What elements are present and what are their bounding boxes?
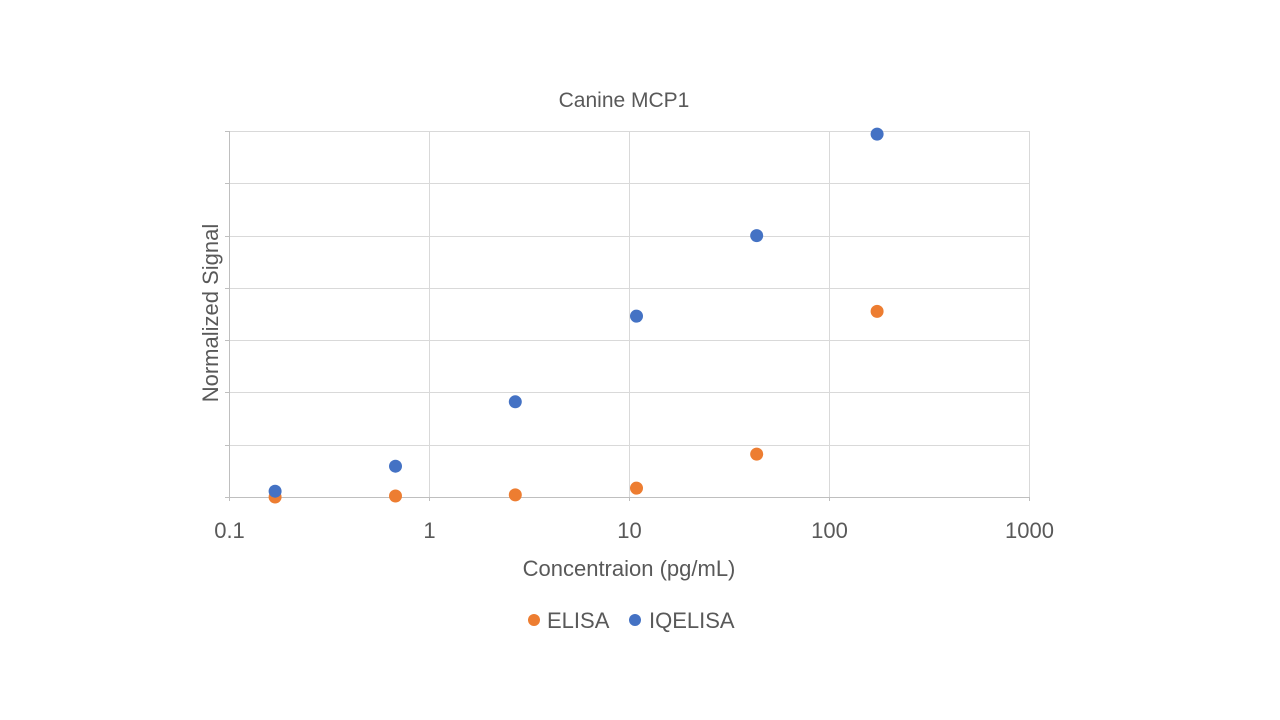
point-iqelisa [268, 484, 282, 498]
legend-marker-iqelisa [629, 614, 641, 626]
point-elisa [630, 481, 643, 495]
x-tick-label: 1000 [1005, 518, 1054, 543]
x-tick-label: 0.1 [214, 518, 245, 543]
x-tick-label: 100 [811, 518, 848, 543]
point-iqelisa [630, 309, 643, 323]
x-axis-title: Concentraion (pg/mL) [523, 556, 736, 581]
legend-label-elisa: ELISA [547, 608, 610, 633]
point-iqelisa [870, 127, 884, 141]
point-iqelisa [508, 395, 522, 409]
x-tick-label: 1 [423, 518, 435, 543]
point-iqelisa [389, 459, 402, 473]
legend-marker-elisa [528, 614, 540, 626]
point-elisa [870, 304, 884, 318]
chart-title: Canine MCP1 [559, 89, 690, 112]
gridlines [229, 131, 1030, 497]
point-elisa [508, 488, 522, 502]
axes [225, 131, 1030, 501]
y-axis-title: Normalized Signal [198, 224, 223, 403]
point-elisa [750, 447, 764, 461]
legend-label-iqelisa: IQELISA [649, 608, 735, 633]
legend: ELISA IQELISA [528, 608, 735, 633]
point-elisa [389, 489, 402, 503]
x-tick-label: 10 [617, 518, 641, 543]
point-iqelisa [750, 229, 764, 243]
data-points [268, 127, 884, 504]
x-tick-labels: 0.1 1 10 100 1000 [214, 518, 1054, 543]
